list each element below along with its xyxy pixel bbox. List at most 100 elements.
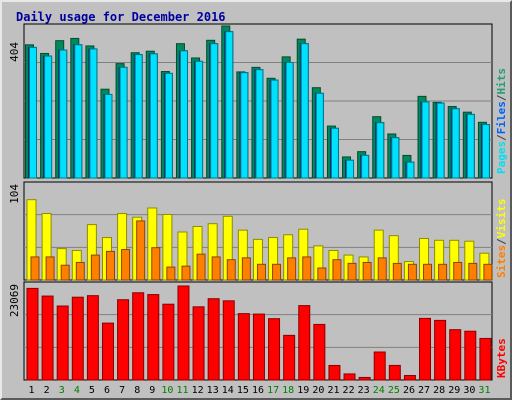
legend-text: Pages/Files/Hits bbox=[495, 68, 508, 174]
kbytes-bar bbox=[56, 305, 69, 381]
pages-bar bbox=[240, 72, 249, 179]
pages-bar bbox=[179, 50, 188, 179]
pages-bar bbox=[119, 66, 128, 179]
day-label: 17 bbox=[267, 385, 279, 396]
day-label: 10 bbox=[161, 385, 173, 396]
kbytes-bar bbox=[222, 300, 235, 381]
pages-bar bbox=[134, 54, 143, 179]
pages-bar bbox=[285, 61, 294, 179]
pages-bar bbox=[406, 161, 415, 179]
legend-entry: Sites bbox=[495, 245, 508, 278]
pages-bar bbox=[466, 113, 475, 179]
kbytes-bar bbox=[419, 317, 432, 381]
day-label: 26 bbox=[403, 385, 415, 396]
legend-entry: / bbox=[495, 238, 508, 245]
sites-bar bbox=[151, 247, 161, 281]
pages-bar bbox=[300, 43, 309, 179]
sites-bar bbox=[272, 263, 282, 281]
pages-bar bbox=[89, 48, 98, 179]
day-label: 20 bbox=[312, 385, 324, 396]
panel-kbytes bbox=[23, 281, 493, 381]
legend-entry: Hits bbox=[495, 68, 508, 95]
day-label: 6 bbox=[104, 385, 110, 396]
sites-bar bbox=[75, 261, 85, 281]
sites-bar bbox=[362, 261, 372, 281]
sites-bar bbox=[423, 263, 433, 281]
pages-bar bbox=[436, 102, 445, 179]
sites-bar bbox=[241, 257, 251, 281]
chart-title: Daily usage for December 2016 bbox=[16, 10, 226, 24]
kbytes-bar bbox=[117, 299, 130, 381]
legend-entry: / bbox=[495, 94, 508, 101]
day-label: 9 bbox=[149, 385, 155, 396]
panel-hits-files-pages bbox=[23, 23, 493, 179]
pages-bar bbox=[270, 79, 279, 179]
legend-entry: KBytes bbox=[495, 338, 508, 378]
pages-bar bbox=[315, 92, 324, 179]
kbytes-bar bbox=[207, 298, 220, 381]
bottom-scale-label: 23069 bbox=[8, 284, 21, 317]
kbytes-bar bbox=[162, 303, 175, 381]
sites-bar bbox=[60, 264, 70, 281]
pages-bar bbox=[74, 44, 83, 179]
day-label: 29 bbox=[448, 385, 460, 396]
kbytes-bar bbox=[101, 322, 114, 381]
kbytes-bar bbox=[298, 305, 311, 381]
pages-bar bbox=[255, 69, 264, 179]
kbytes-bar bbox=[71, 296, 84, 381]
sites-bar bbox=[45, 256, 55, 281]
day-label: 18 bbox=[282, 385, 294, 396]
kbytes-bar bbox=[147, 294, 160, 381]
sites-bar bbox=[181, 265, 191, 281]
day-label: 13 bbox=[207, 385, 219, 396]
pages-bar bbox=[391, 137, 400, 179]
legend-kbytes: KBytes bbox=[495, 338, 508, 378]
sites-bar bbox=[30, 256, 40, 281]
kbytes-bar bbox=[328, 364, 341, 381]
kbytes-bar bbox=[479, 337, 492, 381]
pages-bar bbox=[481, 124, 490, 179]
sites-bar bbox=[332, 259, 342, 281]
day-label: 12 bbox=[192, 385, 204, 396]
sites-bar bbox=[90, 254, 100, 281]
pages-bar bbox=[164, 72, 173, 179]
pages-bar bbox=[44, 55, 53, 179]
kbytes-bar bbox=[464, 330, 477, 381]
sites-bar bbox=[453, 261, 463, 281]
kbytes-bar bbox=[313, 323, 326, 381]
day-label: 7 bbox=[119, 385, 125, 396]
kbytes-bar bbox=[132, 292, 145, 381]
sites-bar bbox=[211, 256, 221, 281]
sites-bar bbox=[302, 256, 312, 281]
kbytes-bar bbox=[177, 285, 190, 381]
kbytes-bar bbox=[373, 351, 386, 381]
pages-bar bbox=[29, 46, 37, 179]
kbytes-bar bbox=[358, 376, 371, 381]
kbytes-bar bbox=[449, 329, 462, 381]
middle-scale-label: 104 bbox=[8, 184, 21, 204]
pages-bar bbox=[451, 108, 460, 179]
day-label: 16 bbox=[252, 385, 264, 396]
kbytes-bar bbox=[86, 295, 99, 381]
sites-bar bbox=[136, 220, 146, 281]
day-label: 28 bbox=[433, 385, 445, 396]
panel-visits-sites bbox=[23, 181, 493, 281]
legend-entry: Files bbox=[495, 101, 508, 134]
day-label: 22 bbox=[343, 385, 355, 396]
day-label: 8 bbox=[134, 385, 140, 396]
pages-bar bbox=[149, 53, 158, 179]
sites-bar bbox=[256, 263, 266, 281]
legend-entry: / bbox=[495, 134, 508, 141]
kbytes-bar bbox=[268, 318, 281, 381]
sites-bar bbox=[166, 266, 176, 281]
legend-sites-visits: Sites/Visits bbox=[495, 199, 508, 279]
day-label: 21 bbox=[327, 385, 339, 396]
sites-bar bbox=[468, 262, 478, 281]
kbytes-bar bbox=[434, 319, 447, 381]
sites-bar bbox=[483, 263, 493, 281]
kbytes-bar bbox=[237, 313, 250, 381]
legend-text: KBytes bbox=[495, 338, 508, 378]
day-label: 15 bbox=[237, 385, 249, 396]
pages-bar bbox=[104, 93, 113, 179]
